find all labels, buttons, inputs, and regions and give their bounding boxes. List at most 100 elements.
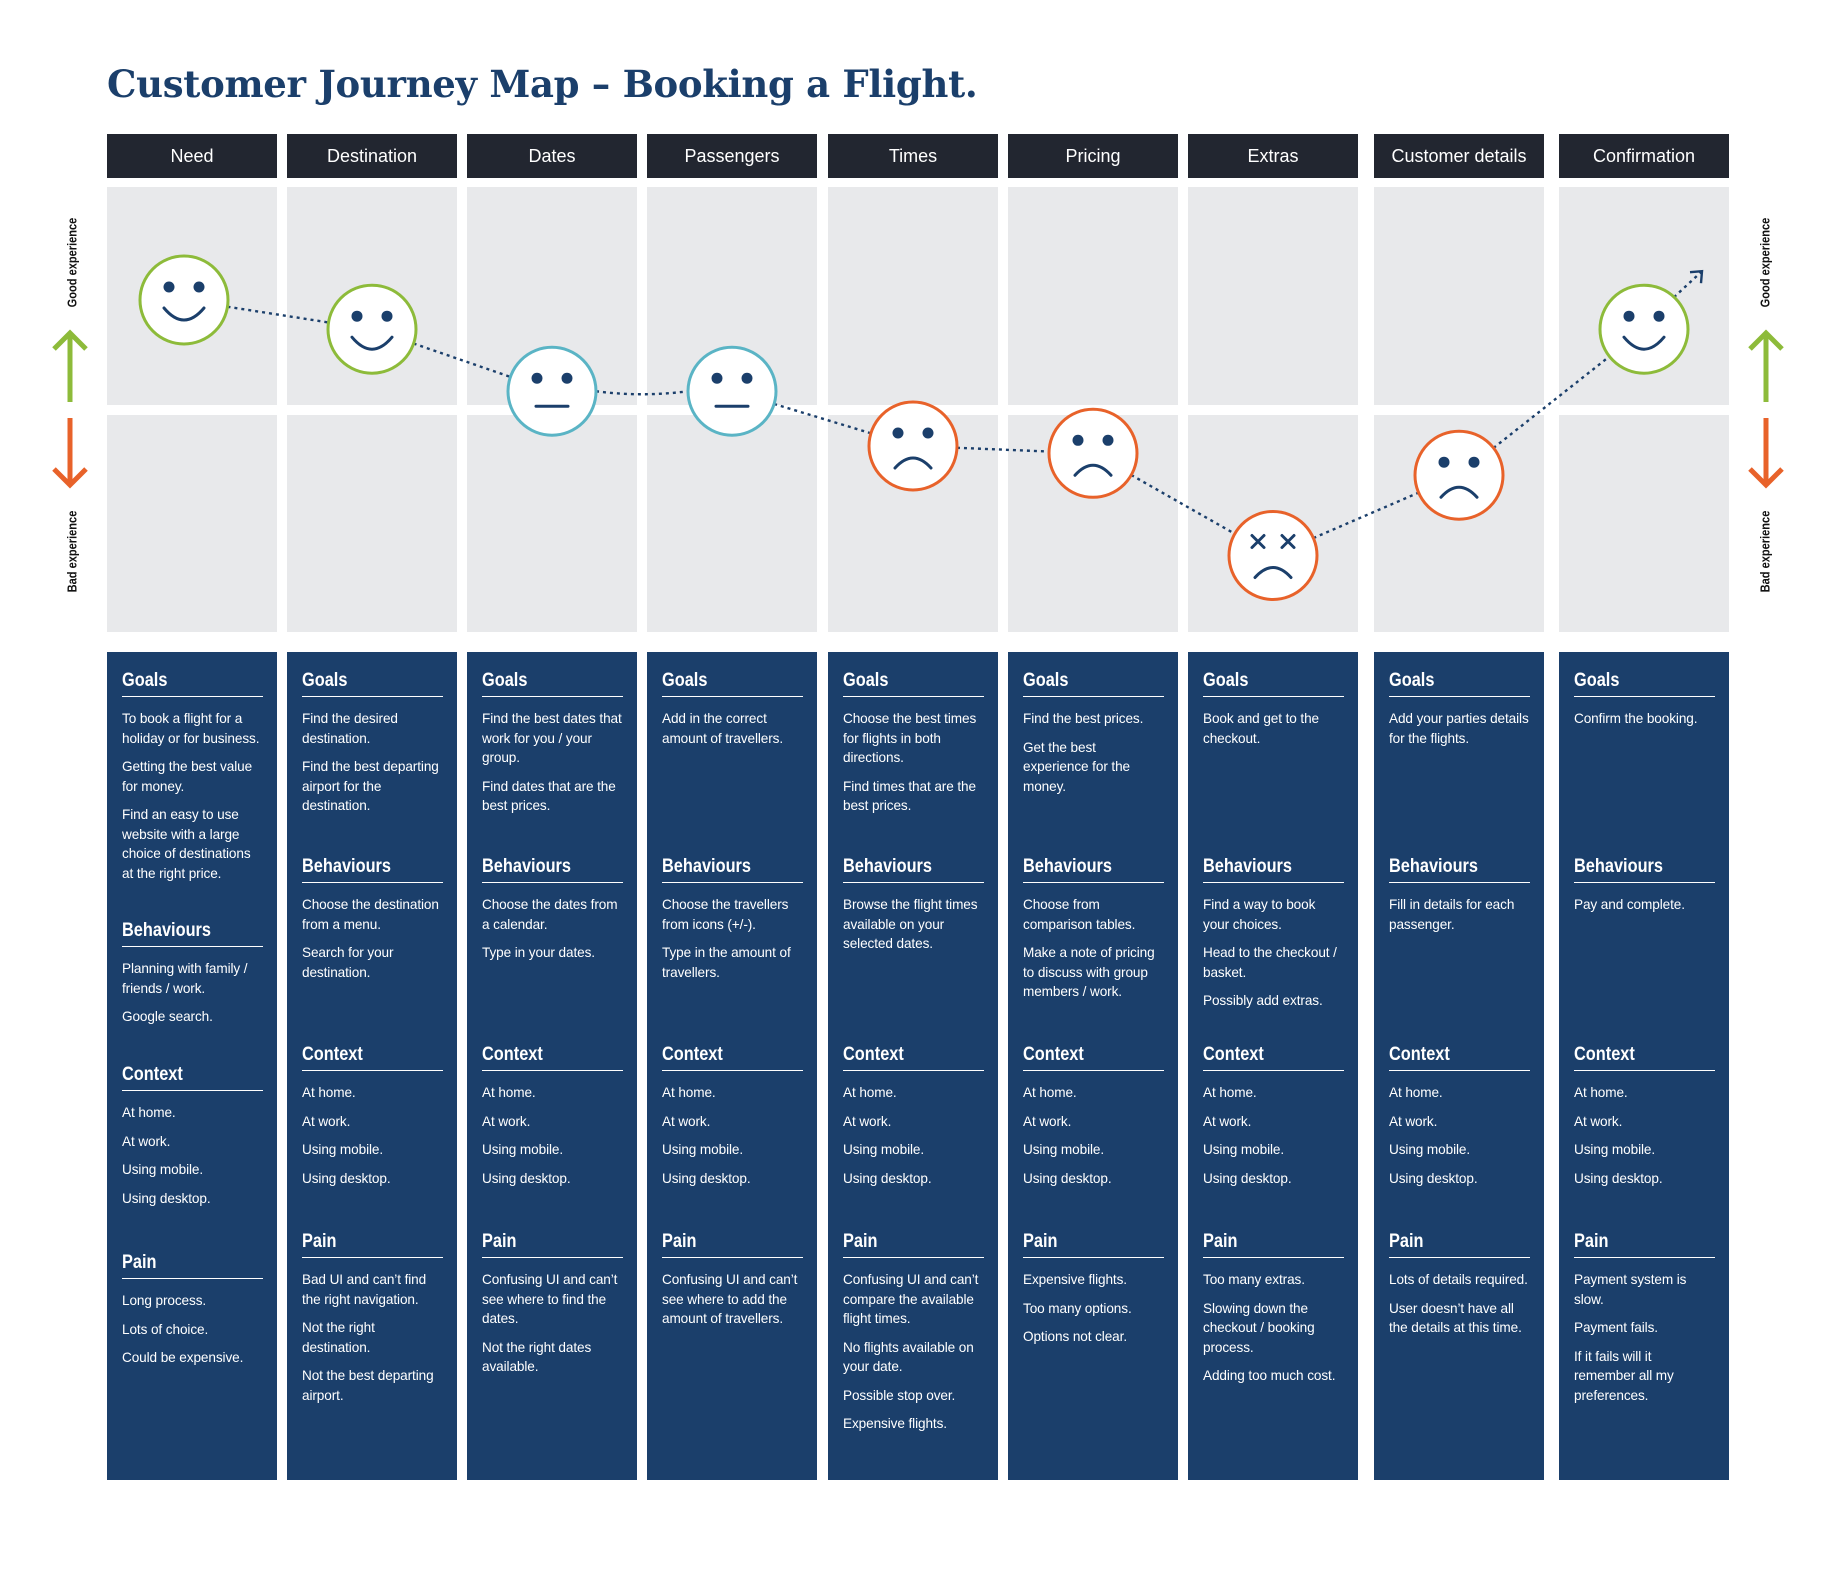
stage-panel-confirmation: Goals Confirm the booking. Behaviours Pay a… (1559, 652, 1729, 1480)
section-heading: Goals (302, 670, 348, 691)
section-item: Using desktop. (843, 1170, 932, 1186)
section-item: Find dates that are the best prices. (482, 778, 616, 814)
section-heading: Goals (1203, 670, 1249, 691)
section-divider (302, 882, 443, 883)
bad-zone-cell (647, 415, 817, 632)
section-behaviours: Behaviours Pay and complete. (1574, 850, 1715, 924)
section-item: Slowing down the checkout / booking proc… (1203, 1300, 1315, 1355)
section-item: At home. (1389, 1085, 1443, 1100)
section-item: Head to the checkout / basket. (1203, 945, 1337, 980)
section-divider (1574, 882, 1715, 883)
good-zone-cell (828, 187, 998, 405)
section-goals: Goals Add in the correct amount of travel… (662, 664, 803, 757)
section-heading: Behaviours (1574, 856, 1663, 877)
section-behaviours: Behaviours Choose the destination from a … (302, 850, 443, 991)
section-item: Choose the destination from a menu. (302, 897, 439, 932)
section-heading: Goals (482, 670, 528, 691)
section-heading: Pain (1203, 1231, 1238, 1252)
arrow-down-bad-icon (1748, 418, 1784, 489)
stage-header-dates: Dates (467, 134, 637, 178)
section-item: Using mobile. (843, 1142, 925, 1157)
section-item: Fill in details for each passenger. (1389, 897, 1515, 932)
section-heading: Behaviours (662, 856, 751, 877)
section-heading: Behaviours (482, 856, 571, 877)
section-context: Context At home. At work. Using mobile. Usin… (1574, 1038, 1715, 1197)
section-item: Not the right destination. (302, 1320, 375, 1355)
happy-face-icon (326, 283, 418, 375)
section-divider (1023, 882, 1164, 883)
journey-connector (1492, 355, 1611, 449)
section-item: At work. (122, 1133, 171, 1149)
stage-header-destination: Destination (287, 134, 457, 178)
section-item: Using mobile. (662, 1142, 744, 1157)
stage-panel-dates: Goals Find the best dates that work for y… (467, 652, 637, 1480)
section-context: Context At home. At work. Using mobile. Usin… (843, 1038, 984, 1197)
arrow-up-right-icon (1689, 269, 1704, 284)
section-item: Using mobile. (482, 1142, 564, 1157)
section-heading: Behaviours (122, 920, 211, 941)
stage-header-confirmation: Confirmation (1559, 134, 1729, 178)
section-behaviours: Behaviours Planning with family / friends… (122, 914, 263, 1036)
section-item: Confusing UI and can’t compare the avail… (843, 1272, 979, 1326)
section-divider (302, 1257, 443, 1258)
section-behaviours: Behaviours Browse the flight times availa… (843, 850, 984, 963)
section-heading: Context (1389, 1044, 1450, 1065)
section-context: Context At home. At work. Using mobile. Usin… (1389, 1038, 1530, 1197)
section-item: Type in your dates. (482, 945, 595, 960)
section-item: Find the best departing airport for the … (302, 759, 439, 813)
section-item: At home. (1574, 1085, 1628, 1100)
section-item: At home. (1203, 1085, 1257, 1100)
section-item: Search for your destination. (302, 945, 394, 980)
section-divider (843, 882, 984, 883)
good-experience-label-left: Good experience (64, 217, 80, 308)
section-divider (662, 696, 803, 697)
section-divider (122, 696, 263, 697)
section-item: At work. (1574, 1113, 1623, 1129)
section-item: Could be expensive. (122, 1350, 244, 1365)
section-item: Confusing UI and can’t see where to find… (482, 1272, 618, 1326)
section-item: At work. (662, 1113, 711, 1129)
section-heading: Behaviours (1389, 856, 1478, 877)
journey-connector (1130, 473, 1236, 535)
stage-header-customer-details: Customer details (1374, 134, 1544, 178)
section-item: Using desktop. (482, 1170, 571, 1186)
section-heading: Pain (482, 1231, 517, 1252)
good-zone-cell (1008, 187, 1178, 405)
section-divider (1203, 882, 1344, 883)
section-heading: Behaviours (1203, 856, 1292, 877)
section-goals: Goals Choose the best times for flights i… (843, 664, 984, 825)
section-divider (122, 1090, 263, 1091)
sad-face-icon (867, 400, 959, 492)
section-item: Using desktop. (1574, 1170, 1663, 1186)
section-item: Using mobile. (1389, 1142, 1471, 1157)
section-divider (843, 1257, 984, 1258)
stage-header-passengers: Passengers (647, 134, 817, 178)
section-pain: Pain Confusing UI and can’t see where to … (482, 1225, 623, 1386)
section-item: At work. (1203, 1113, 1252, 1129)
section-item: At work. (843, 1113, 892, 1129)
section-item: At home. (122, 1105, 176, 1120)
section-item: Using desktop. (1023, 1170, 1112, 1186)
section-divider (1203, 1070, 1344, 1071)
section-item: Find an easy to use website with a large… (122, 807, 251, 881)
section-item: Payment fails. (1574, 1320, 1658, 1335)
stage-header-pricing: Pricing (1008, 134, 1178, 178)
section-item: Bad UI and can’t find the right navigati… (302, 1272, 427, 1307)
section-item: Adding too much cost. (1203, 1368, 1336, 1383)
section-heading: Pain (662, 1231, 697, 1252)
section-heading: Behaviours (843, 856, 932, 877)
section-divider (302, 696, 443, 697)
section-heading: Goals (122, 670, 168, 691)
section-item: Using mobile. (1023, 1142, 1105, 1157)
section-item: Choose the travellers from icons (+/-). (662, 897, 789, 932)
section-item: Browse the flight times available on you… (843, 897, 978, 951)
section-divider (1023, 1070, 1164, 1071)
section-divider (482, 882, 623, 883)
stage-panel-pricing: Goals Find the best prices. Get the best e… (1008, 652, 1178, 1480)
section-item: At work. (302, 1113, 351, 1129)
stage-header-need: Need (107, 134, 277, 178)
section-divider (1203, 696, 1344, 697)
section-divider (1389, 882, 1530, 883)
section-item: Using desktop. (662, 1170, 751, 1186)
section-item: If it fails will it remember all my pref… (1574, 1348, 1674, 1403)
